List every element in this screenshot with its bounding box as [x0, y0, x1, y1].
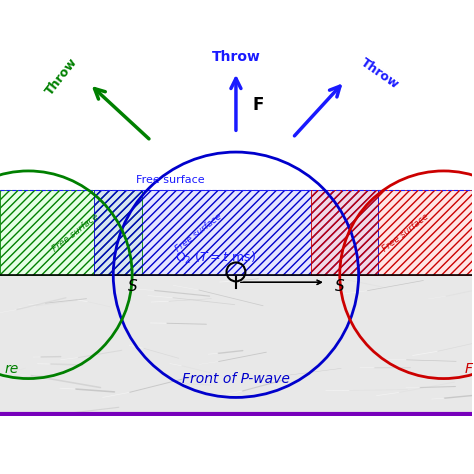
Text: Free surface: Free surface [381, 211, 431, 253]
Bar [94, 190, 377, 275]
Text: Throw: Throw [211, 50, 260, 64]
Text: $\mathrm{O}_2$ $(T=t$ ms$)$: $\mathrm{O}_2$ $(T=t$ ms$)$ [174, 250, 255, 266]
Text: Free surface: Free surface [51, 211, 100, 253]
Bar [0, 190, 142, 275]
Bar [0, 275, 472, 416]
Text: F: F [253, 96, 264, 114]
Bar [0, 190, 142, 275]
Text: Free surface: Free surface [173, 211, 223, 253]
Bar [311, 190, 472, 275]
Bar [94, 190, 377, 275]
Text: Front of P-wave: Front of P-wave [182, 372, 290, 385]
Text: Throw: Throw [43, 55, 80, 98]
Text: Throw: Throw [359, 56, 402, 91]
Text: Free surface: Free surface [136, 175, 204, 185]
Bar [0, 58, 472, 190]
Text: F: F [465, 362, 472, 376]
Bar [311, 190, 472, 275]
Text: $S$: $S$ [334, 278, 346, 294]
Text: $S$: $S$ [127, 278, 138, 294]
Text: re: re [5, 362, 19, 376]
